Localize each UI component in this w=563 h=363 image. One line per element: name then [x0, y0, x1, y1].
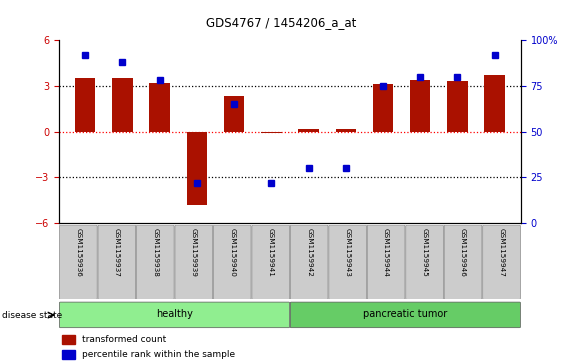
- Text: GSM1159937: GSM1159937: [114, 228, 120, 277]
- Bar: [112, 78, 133, 132]
- Text: GSM1159942: GSM1159942: [306, 228, 312, 277]
- FancyBboxPatch shape: [60, 302, 289, 328]
- FancyBboxPatch shape: [291, 225, 328, 299]
- Text: GSM1159946: GSM1159946: [460, 228, 466, 277]
- Bar: [224, 97, 244, 132]
- Text: GSM1159943: GSM1159943: [345, 228, 351, 277]
- Bar: [261, 132, 282, 133]
- Bar: [447, 81, 468, 132]
- FancyBboxPatch shape: [291, 302, 520, 328]
- Text: transformed count: transformed count: [82, 335, 166, 344]
- Text: GSM1159945: GSM1159945: [422, 228, 427, 277]
- Bar: [336, 129, 356, 132]
- Bar: [410, 79, 431, 132]
- Bar: [186, 132, 207, 205]
- Bar: [485, 75, 505, 132]
- FancyBboxPatch shape: [136, 225, 174, 299]
- Text: GSM1159941: GSM1159941: [268, 228, 274, 277]
- Bar: [298, 129, 319, 132]
- Text: GSM1159936: GSM1159936: [75, 228, 81, 277]
- Text: GSM1159939: GSM1159939: [191, 228, 196, 277]
- Text: pancreatic tumor: pancreatic tumor: [363, 309, 448, 319]
- Text: GSM1159938: GSM1159938: [153, 228, 158, 277]
- Bar: [62, 350, 75, 359]
- Bar: [149, 83, 170, 132]
- FancyBboxPatch shape: [329, 225, 367, 299]
- FancyBboxPatch shape: [406, 225, 444, 299]
- FancyBboxPatch shape: [252, 225, 289, 299]
- FancyBboxPatch shape: [367, 225, 405, 299]
- FancyBboxPatch shape: [482, 225, 520, 299]
- FancyBboxPatch shape: [175, 225, 213, 299]
- FancyBboxPatch shape: [444, 225, 482, 299]
- Text: GSM1159944: GSM1159944: [383, 228, 389, 277]
- Text: healthy: healthy: [156, 309, 193, 319]
- Text: disease state: disease state: [2, 311, 62, 319]
- Text: GSM1159940: GSM1159940: [229, 228, 235, 277]
- FancyBboxPatch shape: [98, 225, 136, 299]
- Bar: [62, 335, 75, 344]
- Bar: [75, 78, 95, 132]
- FancyBboxPatch shape: [60, 225, 97, 299]
- FancyBboxPatch shape: [213, 225, 251, 299]
- Bar: [373, 84, 394, 132]
- Text: GDS4767 / 1454206_a_at: GDS4767 / 1454206_a_at: [206, 16, 357, 29]
- Text: percentile rank within the sample: percentile rank within the sample: [82, 350, 235, 359]
- Text: GSM1159947: GSM1159947: [499, 228, 504, 277]
